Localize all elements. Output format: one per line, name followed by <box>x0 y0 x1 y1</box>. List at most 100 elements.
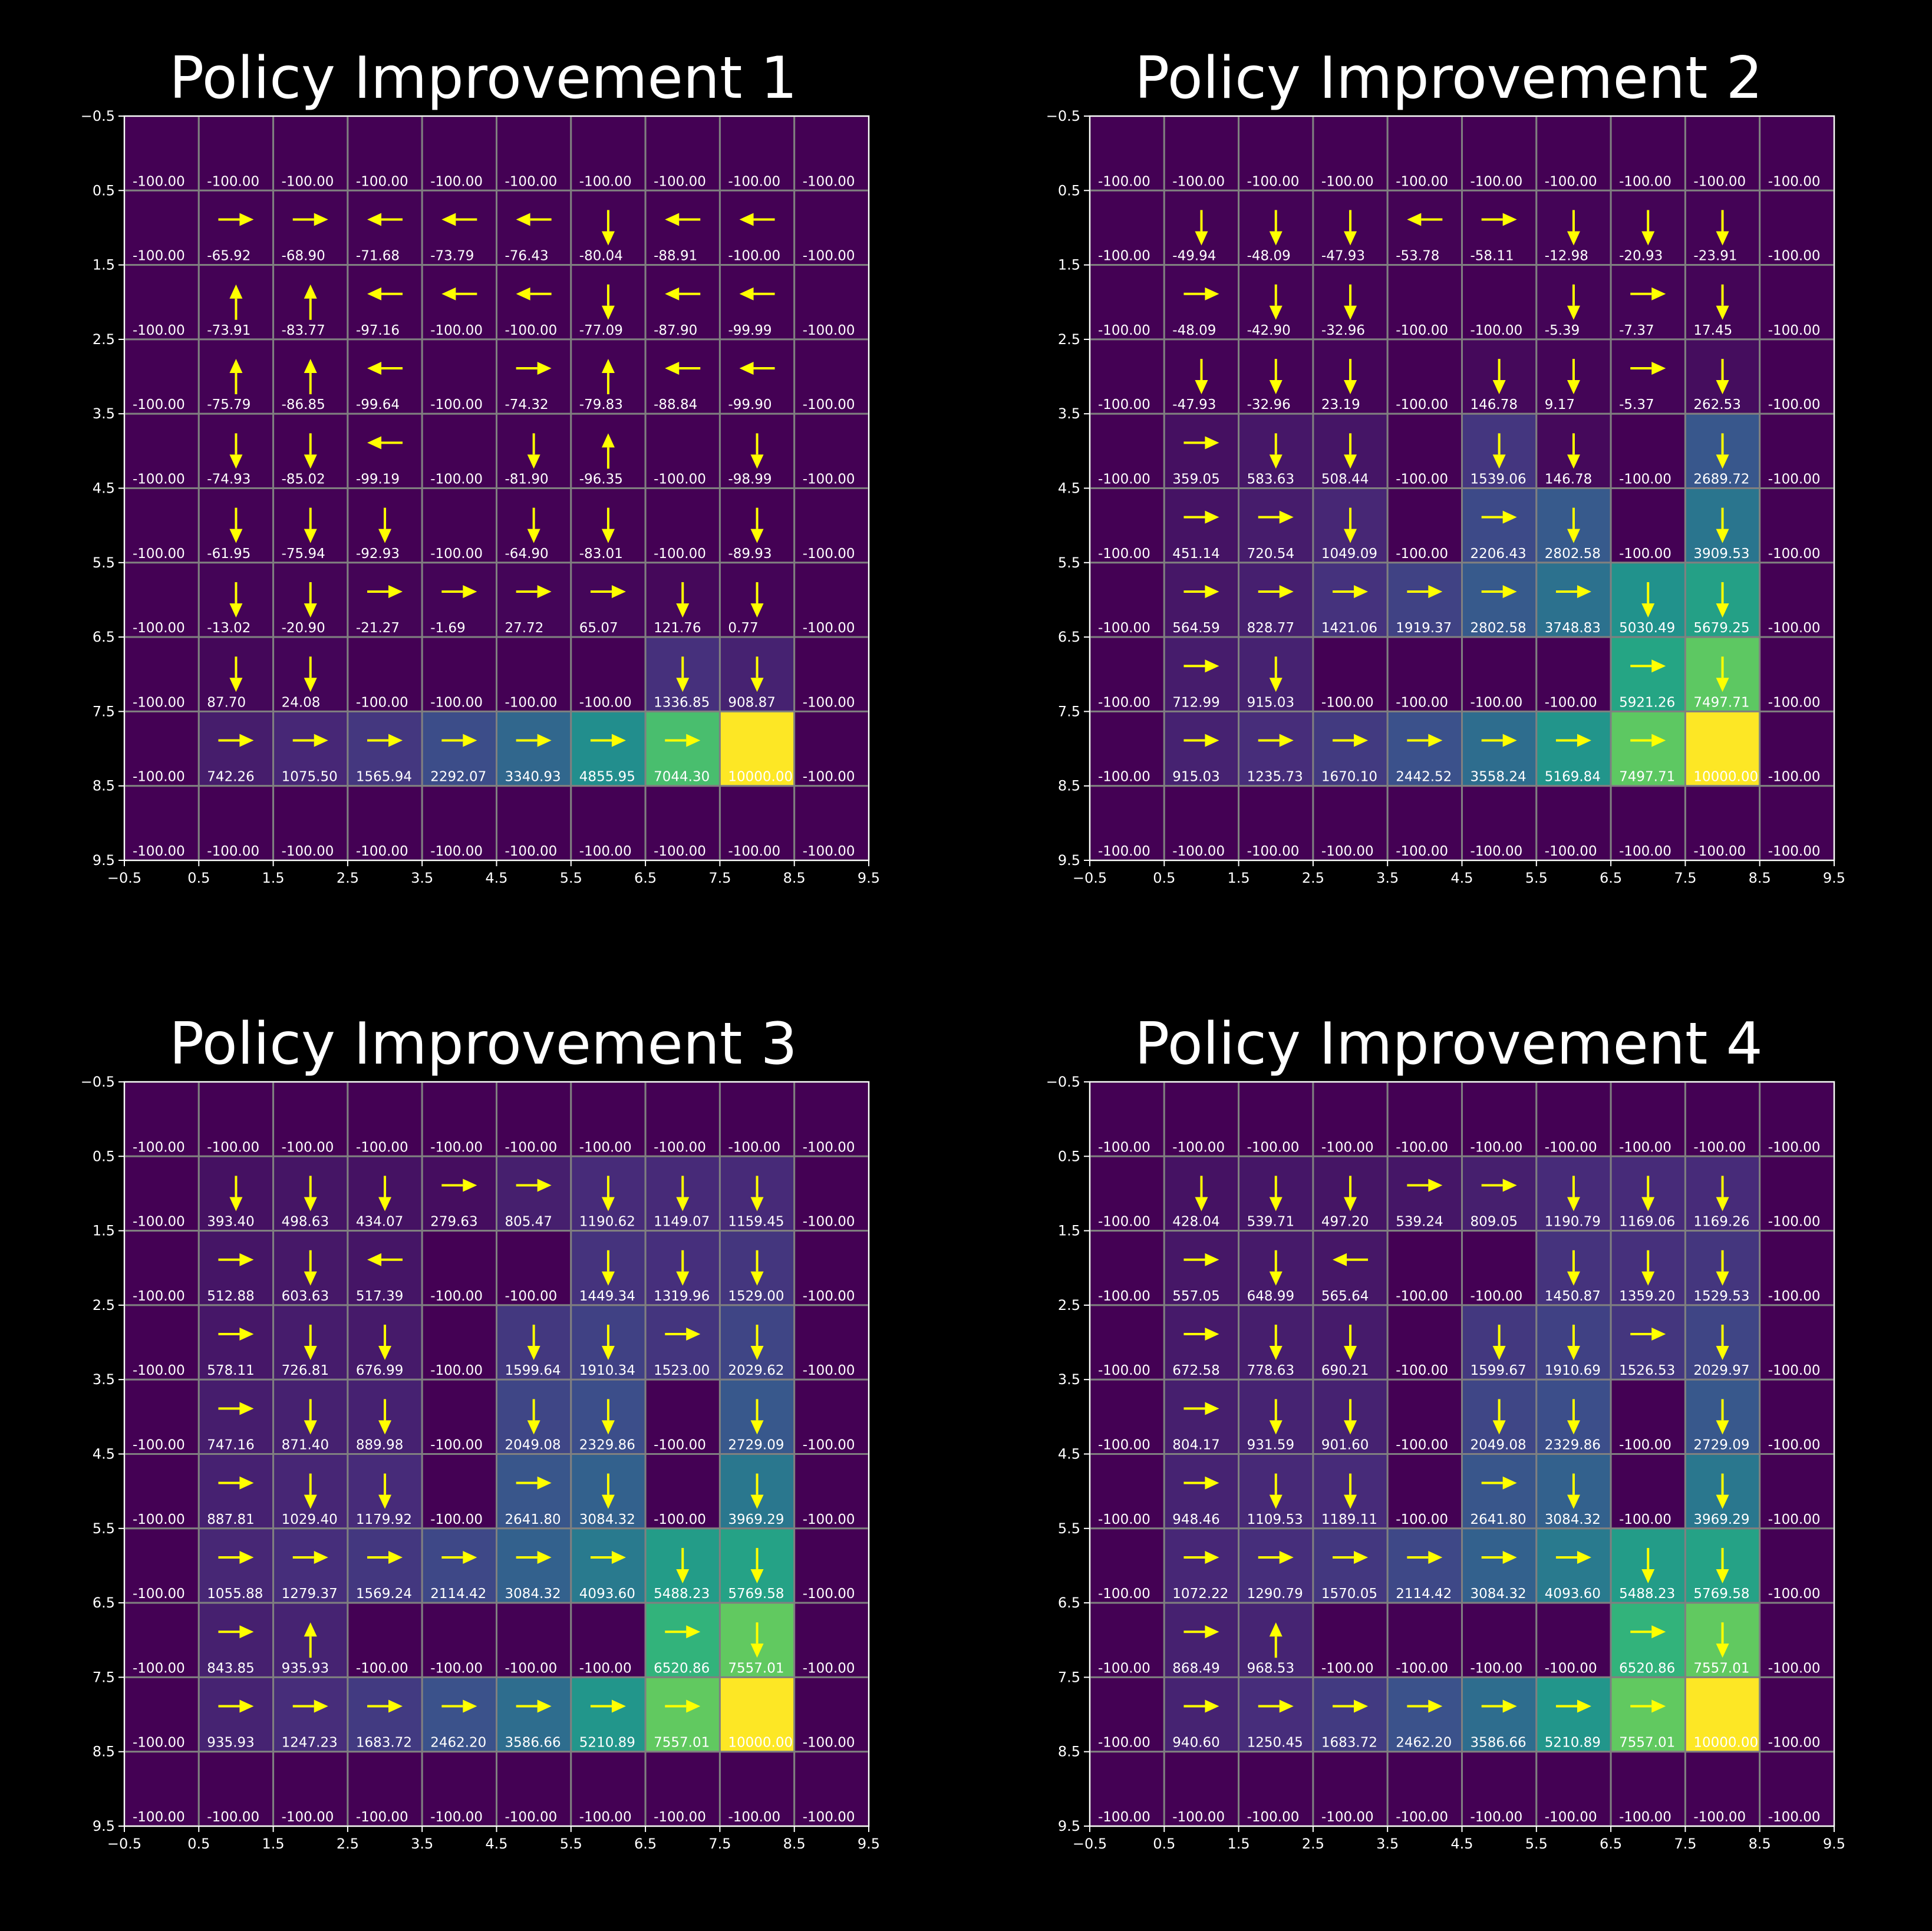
cell-value-label: 1599.64 <box>505 1363 561 1378</box>
heatmap-cell <box>1089 636 1165 712</box>
arrow-head <box>1577 585 1591 598</box>
cell-value-label: -100.00 <box>1321 695 1374 710</box>
arrow-head <box>1428 1550 1443 1564</box>
chart-panel-1: Policy Improvement 1 -100.00 -100.00 -100.… <box>0 0 955 955</box>
heatmap-cell <box>272 1081 349 1157</box>
arrow-head <box>527 1420 540 1435</box>
arrow-head <box>750 1271 764 1286</box>
cell-value-label: -100.00 <box>1471 1810 1523 1825</box>
arrow-head <box>463 1550 477 1564</box>
cell-value-label: -100.00 <box>1098 1438 1150 1453</box>
cell-value-label: -100.00 <box>430 1661 483 1676</box>
arrow-head <box>304 678 317 692</box>
policy-arrow <box>304 1250 317 1286</box>
cell-value-label: -100.00 <box>1098 174 1150 189</box>
cell-value-label: -100.00 <box>1098 323 1150 338</box>
heatmap-cell <box>1535 1676 1612 1753</box>
heatmap-cell <box>1238 562 1314 638</box>
cell-value-label: -100.00 <box>728 1140 780 1155</box>
cell-value-label: 720.54 <box>1247 546 1294 562</box>
arrow-head <box>1205 1699 1219 1713</box>
arrow-head <box>1269 231 1282 246</box>
cell-value-label: -100.00 <box>1098 1289 1150 1304</box>
arrow-head <box>304 454 317 469</box>
y-tick-label: 1.5 <box>93 257 115 273</box>
y-tick-label: −0.5 <box>81 108 115 124</box>
cell-value-label: 498.63 <box>282 1214 329 1230</box>
cell-value-label: -21.27 <box>356 620 400 636</box>
cell-value-label: -100.00 <box>133 1586 185 1602</box>
policy-arrow <box>292 1699 328 1713</box>
cell-value-label: -64.90 <box>505 546 549 562</box>
arrow-head <box>1279 585 1294 598</box>
policy-arrow <box>1269 1473 1282 1509</box>
heatmap-cell <box>1089 1304 1165 1381</box>
arrow-head <box>665 213 680 226</box>
policy-arrow <box>304 1176 317 1212</box>
arrow-head <box>1567 380 1580 395</box>
cell-value-label: -100.00 <box>1619 174 1671 189</box>
arrow-head <box>1492 1346 1506 1361</box>
policy-arrow <box>1716 359 1729 395</box>
cell-value-label: 1910.34 <box>579 1363 635 1378</box>
arrow-head <box>537 1699 552 1713</box>
arrow-head <box>527 529 540 543</box>
arrow-head <box>1567 1346 1580 1361</box>
cell-value-label: -100.00 <box>654 546 706 562</box>
heatmap-cell <box>644 1751 721 1827</box>
cell-value-label: -100.00 <box>1247 1810 1300 1825</box>
heatmap-cell <box>1759 562 1835 638</box>
cell-value-label: -74.32 <box>505 397 549 412</box>
cell-value-label: -100.00 <box>1321 1140 1374 1155</box>
arrow-head <box>1333 1253 1347 1266</box>
heatmap-cell <box>1610 1081 1686 1157</box>
cell-value-label: -68.90 <box>282 249 325 264</box>
cell-value-label: 3084.32 <box>579 1512 635 1527</box>
policy-arrow <box>1481 1699 1517 1713</box>
heatmap-cell <box>1759 785 1835 861</box>
cell-value-label: -100.00 <box>1098 1512 1150 1527</box>
cell-value-label: -100.00 <box>1098 844 1150 859</box>
policy-arrow <box>750 656 764 692</box>
arrow-head <box>1344 380 1357 395</box>
arrow-head <box>1716 454 1729 469</box>
x-tick-label: 0.5 <box>1153 1836 1175 1852</box>
arrow-head <box>1344 454 1357 469</box>
cell-value-label: -100.00 <box>1768 1289 1821 1304</box>
cell-value-label: 2292.07 <box>430 770 486 785</box>
policy-arrow <box>218 1476 254 1490</box>
arrow-head <box>388 1699 403 1713</box>
policy-arrow <box>367 287 403 301</box>
cell-value-label: -100.00 <box>1768 397 1821 412</box>
arrow-head <box>1205 734 1219 747</box>
arrow-head <box>665 362 680 375</box>
heatmap-cell <box>272 115 349 192</box>
cell-value-label: -87.90 <box>654 323 697 338</box>
policy-arrow <box>750 433 764 469</box>
heatmap-cell <box>1535 1602 1612 1678</box>
cell-value-label: -100.00 <box>1098 472 1150 487</box>
cell-value-label: 948.46 <box>1172 1512 1219 1527</box>
policy-arrow <box>601 1399 615 1435</box>
cell-value-label: -100.00 <box>505 1289 558 1304</box>
heatmap-cell <box>197 1602 275 1678</box>
x-tick-label: 1.5 <box>1228 870 1250 886</box>
cell-value-label: 742.26 <box>207 770 254 785</box>
cell-value-label: -100.00 <box>133 1214 185 1230</box>
arrow-head <box>601 1420 615 1435</box>
arrow-head <box>1344 305 1357 320</box>
heatmap-cell <box>123 487 200 564</box>
cell-value-label: 557.05 <box>1172 1289 1219 1304</box>
cell-value-label: -100.00 <box>133 695 185 710</box>
heatmap-svg: -100.00 -100.00 -100.00 -100.00 -100.00 -100.… <box>81 1074 880 1852</box>
cell-value-label: 5769.58 <box>1693 1586 1749 1602</box>
cell-value-label: -100.00 <box>1098 1735 1150 1751</box>
policy-arrow <box>1630 1328 1666 1341</box>
cell-value-label: -100.00 <box>803 174 855 189</box>
arrow-head <box>367 436 382 450</box>
heatmap-cell <box>123 1230 200 1306</box>
cell-value-label: 871.40 <box>282 1438 329 1453</box>
cell-value-label: -58.11 <box>1471 249 1514 264</box>
arrow-head <box>1428 1699 1443 1713</box>
arrow-head <box>239 1699 254 1713</box>
